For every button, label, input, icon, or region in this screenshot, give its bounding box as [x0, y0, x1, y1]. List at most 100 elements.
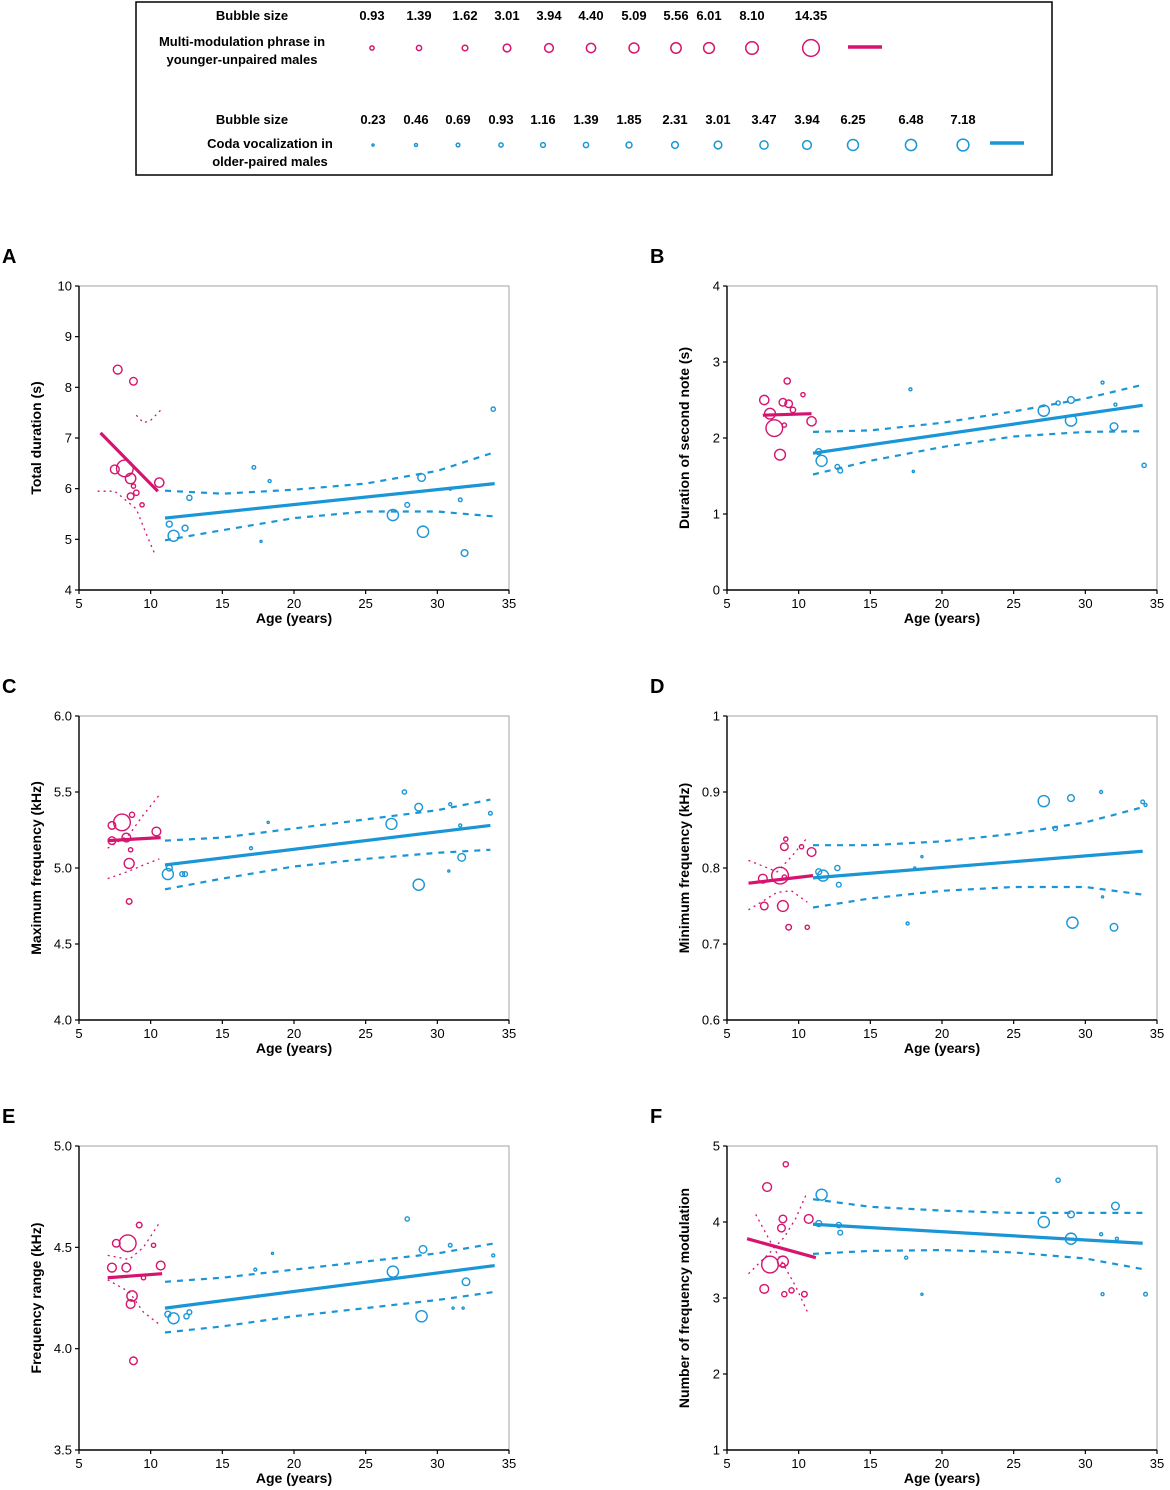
bubble-blue: [1143, 1291, 1149, 1297]
ci-upper-blue: [813, 806, 1143, 847]
bubble-pink: [785, 923, 793, 931]
y-axis-label: Frequency range (kHz): [28, 1223, 44, 1374]
legend-pink-bubble: [369, 45, 375, 51]
bubble-blue: [1052, 825, 1059, 832]
plot-area-frame: [78, 715, 510, 1021]
y-tick-label: 7: [65, 431, 72, 446]
bubble-blue: [1143, 802, 1148, 808]
fit-line-blue: [812, 1222, 1143, 1245]
bubble-pink: [128, 1356, 138, 1366]
fit-line-pink: [107, 1272, 163, 1280]
x-tick-label: 25: [358, 1456, 372, 1471]
y-tick-label: 0.8: [702, 861, 720, 876]
bubble-pink: [800, 391, 806, 398]
legend-blue-bubble: [713, 140, 723, 150]
bubble-blue: [911, 469, 916, 474]
legend-blue-header: Bubble size: [216, 112, 288, 127]
ci-upper-pink: [107, 1222, 160, 1261]
legend-blue-bubble: [539, 141, 547, 149]
bubble-blue: [251, 464, 257, 470]
bubble-blue: [490, 406, 497, 412]
bubble-blue: [837, 1229, 844, 1236]
bubble-blue: [386, 508, 400, 522]
bubble-pink: [783, 377, 792, 385]
bubble-blue: [416, 525, 430, 539]
bubble-blue: [1109, 922, 1119, 932]
y-tick-label: 4: [713, 279, 720, 294]
bubble-blue: [167, 1312, 180, 1325]
y-axis-label: Number of frequency modulation: [676, 1188, 692, 1408]
y-tick-label: 2: [713, 1367, 720, 1382]
fit-line-blue: [164, 1263, 495, 1310]
x-tick-label: 35: [1150, 596, 1164, 611]
x-tick-label: 25: [1006, 1026, 1020, 1041]
fit-line-pink: [762, 412, 812, 417]
bubble-pink: [125, 1299, 136, 1310]
y-tick-label: 1: [713, 1443, 720, 1458]
x-tick-label: 20: [287, 1456, 301, 1471]
bubble-pink: [123, 857, 135, 870]
panel-label-e: E: [2, 1106, 15, 1128]
x-tick-label: 10: [791, 1456, 805, 1471]
bubble-pink: [118, 1234, 137, 1253]
legend-blue-size-label: 3.47: [751, 112, 776, 127]
y-tick-label: 4.5: [54, 937, 72, 952]
legend-pink-sizes: 0.93 1.39 1.62 3.01 3.94 4.40 5.09 5.56 6.01 8.10…: [359, 8, 827, 58]
ci-lower-pink: [755, 1214, 808, 1312]
x-tick-label: 15: [863, 1026, 877, 1041]
bubble-pink: [107, 820, 117, 830]
x-tick-label: 30: [430, 1456, 444, 1471]
legend-pink-size-label: 3.94: [536, 8, 562, 23]
bubble-pink: [762, 1181, 773, 1193]
x-axis-label: Age (years): [256, 610, 332, 626]
bubble-blue: [181, 871, 189, 878]
ci-lower-blue: [164, 1290, 495, 1334]
bubble-pink: [806, 415, 817, 427]
y-axis-label: Total duration (s): [28, 381, 44, 494]
y-tick-label: 0.7: [702, 937, 720, 952]
bubble-pink: [760, 1255, 780, 1274]
bubble-blue: [457, 497, 463, 503]
x-tick-label: 25: [358, 596, 372, 611]
legend-blue-size-label: 0.46: [403, 112, 428, 127]
bubble-blue: [834, 864, 841, 872]
plot-area-frame: [726, 285, 1158, 591]
bubble-pink: [803, 1213, 814, 1225]
y-axis-label: Minimum frequency (kHz): [676, 783, 692, 953]
legend-blue-size-label: 6.48: [898, 112, 923, 127]
bubble-blue: [815, 868, 823, 876]
x-tick-label: 5: [75, 1026, 82, 1041]
panel-label-b: B: [650, 246, 664, 268]
y-tick-label: 1: [713, 709, 720, 724]
legend-pink-size-label: 0.93: [359, 8, 384, 23]
x-tick-label: 35: [502, 596, 516, 611]
bubble-blue: [417, 473, 427, 483]
ci-upper-blue: [164, 798, 491, 842]
bubble-blue: [165, 520, 173, 528]
bubble-blue: [1055, 400, 1061, 406]
legend-blue-bubble: [455, 142, 461, 148]
bubble-pink: [758, 394, 770, 406]
y-axis-label: Maximum frequency (kHz): [28, 781, 44, 954]
legend-pink-size-label: 5.56: [663, 8, 688, 23]
y-tick-label: 5: [65, 532, 72, 547]
ci-lower-blue: [164, 848, 491, 891]
legend-blue-size-label: 1.39: [573, 112, 598, 127]
x-tick-label: 10: [143, 596, 157, 611]
bubble-blue: [815, 454, 828, 467]
legend-blue-bubble: [801, 139, 813, 151]
bubble-blue: [167, 529, 180, 542]
bubble-pink: [776, 899, 789, 913]
bubble-pink: [124, 472, 137, 485]
y-tick-label: 4.0: [54, 1341, 72, 1356]
bubble-pink: [121, 832, 132, 843]
y-tick-label: 6: [65, 481, 72, 496]
legend-pink-bubble: [543, 42, 555, 54]
fit-line-blue: [164, 482, 495, 520]
fit-line-blue: [812, 403, 1143, 455]
bubble-blue: [447, 869, 451, 873]
bubble-pink: [759, 1283, 770, 1294]
bubble-pink: [127, 846, 134, 853]
bubble-blue: [461, 1306, 465, 1310]
legend-blue-sizes: 0.23 0.46 0.69 0.93 1.16 1.39 1.85 2.31 3.01 3.47…: [360, 112, 976, 152]
